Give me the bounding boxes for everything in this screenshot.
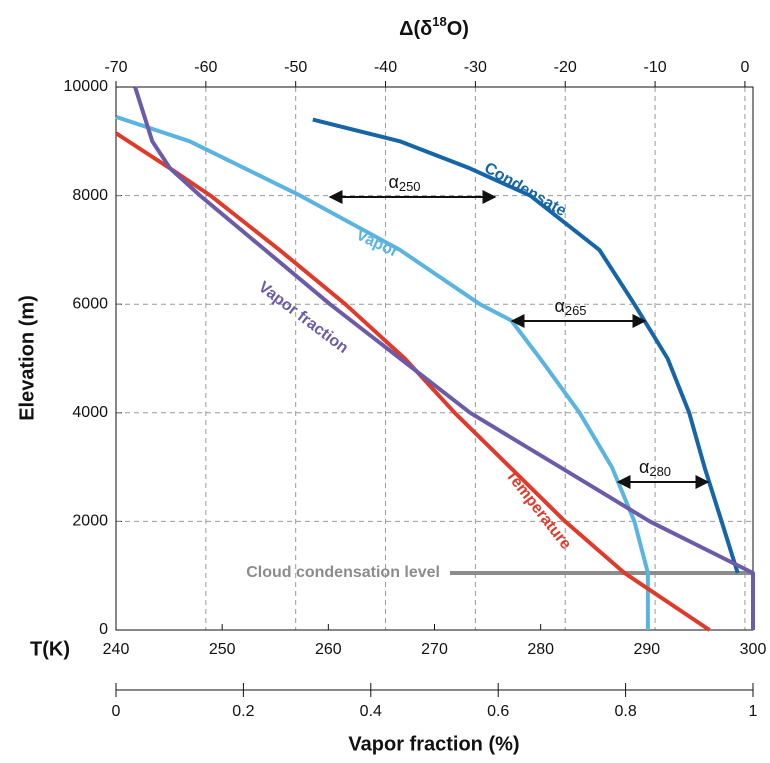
y-tick-label: 10000 <box>64 78 109 95</box>
y-tick-label: 4000 <box>72 404 108 421</box>
top-tick-label: -30 <box>464 59 487 76</box>
y-tick-label: 8000 <box>72 187 108 204</box>
y-tick-label: 0 <box>99 621 108 638</box>
frac-axis-title: Vapor fraction (%) <box>348 733 519 755</box>
y-tick-label: 2000 <box>72 513 108 530</box>
top-tick-label: -50 <box>284 59 307 76</box>
y-tick-label: 6000 <box>72 295 108 312</box>
series-line <box>133 86 755 630</box>
top-tick-label: -20 <box>554 59 577 76</box>
temp-tick-label: 280 <box>527 641 554 658</box>
annotation-label: α280 <box>639 457 671 480</box>
temp-tick-label: 250 <box>209 641 236 658</box>
series-line <box>114 131 711 632</box>
series-label: Temperature <box>502 467 574 553</box>
top-axis-title-part: O) <box>447 18 469 40</box>
annotation-label: α250 <box>388 172 420 195</box>
frac-tick-label: 0.2 <box>232 703 254 720</box>
temp-tick-label: 290 <box>633 641 660 658</box>
frac-tick-label: 0.4 <box>360 703 382 720</box>
top-tick-label: -40 <box>374 59 397 76</box>
top-tick-label: -10 <box>644 59 667 76</box>
annotation-subscript: 280 <box>649 464 671 479</box>
series-label: Vapor <box>353 227 400 261</box>
top-axis-title-sup: 18 <box>432 14 446 29</box>
series-label: Vapor fraction <box>255 279 351 357</box>
frac-tick-label: 1 <box>749 703 758 720</box>
temp-tick-label: 260 <box>315 641 342 658</box>
annotation-subscript: 250 <box>399 179 421 194</box>
series-label: Condensate <box>481 160 569 221</box>
annotation-symbol: α <box>388 172 398 192</box>
temp-tick-label: 300 <box>740 641 767 658</box>
annotation-label: α265 <box>554 296 586 319</box>
frac-tick-label: 0.6 <box>487 703 509 720</box>
frac-tick-label: 0.8 <box>614 703 636 720</box>
temp-axis-title: T(K) <box>30 638 70 660</box>
y-axis-title: Elevation (m) <box>16 295 38 421</box>
temp-tick-label: 270 <box>421 641 448 658</box>
frac-tick-label: 0 <box>112 703 121 720</box>
top-tick-label: 0 <box>740 59 749 76</box>
annotation-subscript: 265 <box>565 303 587 318</box>
top-tick-label: -70 <box>104 59 127 76</box>
top-axis-title-part: Δ(δ <box>399 18 432 40</box>
series-line <box>115 115 650 630</box>
reference-label: Cloud condensation level <box>246 564 440 581</box>
temp-tick-label: 240 <box>103 641 130 658</box>
annotation-symbol: α <box>554 296 564 316</box>
plot-frame <box>115 86 754 631</box>
top-axis-title: Δ(δ18O) <box>399 14 469 40</box>
annotation-symbol: α <box>639 457 649 477</box>
top-tick-label: -60 <box>194 59 217 76</box>
